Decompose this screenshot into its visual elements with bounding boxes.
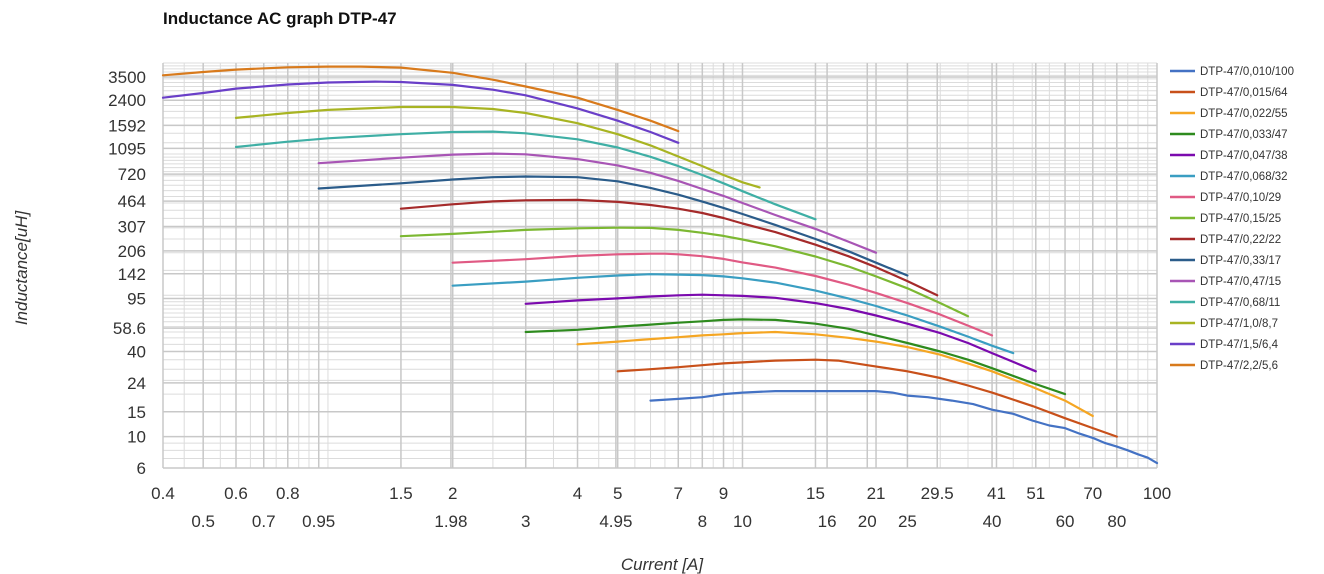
legend-entry: DTP-47/0,33/17 (1200, 255, 1281, 267)
x-tick-label: 16 (818, 512, 837, 531)
x-tick-label: 15 (806, 484, 825, 503)
y-tick-label: 307 (118, 217, 146, 236)
series-line-6 (451, 273, 1015, 355)
x-tick-label: 8 (698, 512, 707, 531)
y-tick-label: 10 (127, 428, 146, 447)
x-tick-label: 3 (521, 512, 530, 531)
series-line-4 (524, 318, 1067, 396)
y-tick-label: 58.6 (113, 319, 146, 338)
x-tick-label: 80 (1107, 512, 1126, 531)
series-line-3 (576, 330, 1094, 418)
x-tick-label: 21 (867, 484, 886, 503)
y-axis-label: Inductance[uH] (12, 210, 31, 326)
series-line-5 (524, 293, 1037, 373)
series-line-9 (399, 198, 939, 297)
y-tick-label: 2400 (108, 91, 146, 110)
x-axis-ticks: 0.4 0.6 0.8 1.5 2 4 5 7 9 15 21 29.5 41 51 70 100 0.5 0.7… (151, 484, 1171, 531)
y-tick-label: 40 (127, 343, 146, 362)
legend-entry: DTP-47/0,22/22 (1200, 234, 1281, 246)
legend-entry: DTP-47/0,68/11 (1200, 297, 1280, 309)
x-tick-label: 60 (1056, 512, 1075, 531)
legend-entry: DTP-47/0,015/64 (1200, 87, 1288, 99)
x-tick-label: 0.8 (276, 484, 300, 503)
legend: DTP-47/0,010/100 DTP-47/0,015/64 DTP-47/0,… (1170, 66, 1294, 372)
y-tick-label: 464 (118, 192, 146, 211)
y-tick-label: 206 (118, 242, 146, 261)
y-tick-label: 3500 (108, 68, 146, 87)
legend-entry: DTP-47/0,068/32 (1200, 171, 1288, 183)
y-tick-label: 95 (127, 289, 146, 308)
x-tick-label: 4 (573, 484, 582, 503)
x-tick-label: 5 (613, 484, 622, 503)
legend-entry: DTP-47/0,047/38 (1200, 150, 1288, 162)
x-axis-label: Current [A] (621, 555, 704, 574)
x-tick-label: 9 (719, 484, 728, 503)
legend-entry: DTP-47/0,15/25 (1200, 213, 1281, 225)
series-line-7 (451, 252, 994, 337)
x-tick-label: 0.95 (302, 512, 335, 531)
x-tick-label: 70 (1083, 484, 1102, 503)
x-tick-label: 2 (448, 484, 457, 503)
x-tick-label: 0.4 (151, 484, 175, 503)
x-tick-label: 51 (1026, 484, 1045, 503)
y-axis-ticks: 3500 2400 1592 1095 720 464 307 206 142 95 58.6 40 2… (108, 68, 146, 478)
y-tick-label: 720 (118, 165, 146, 184)
series-line-13 (234, 105, 761, 189)
y-tick-label: 142 (118, 265, 146, 284)
legend-entry: DTP-47/0,010/100 (1200, 66, 1294, 78)
series-line-15 (161, 65, 680, 133)
legend-entry: DTP-47/0,47/15 (1200, 276, 1281, 288)
x-tick-label: 7 (674, 484, 683, 503)
x-tick-label: 1.5 (389, 484, 413, 503)
y-tick-label: 15 (127, 403, 146, 422)
y-tick-label: 6 (137, 459, 146, 478)
x-tick-label: 0.7 (252, 512, 276, 531)
grid (162, 62, 1158, 469)
x-tick-label: 4.95 (599, 512, 632, 531)
series-line-10 (317, 175, 909, 277)
series-line-8 (399, 226, 970, 318)
y-tick-label: 1592 (108, 116, 146, 135)
x-tick-label: 0.5 (191, 512, 215, 531)
legend-entry: DTP-47/0,10/29 (1200, 192, 1281, 204)
x-tick-label: 20 (858, 512, 877, 531)
legend-entry: DTP-47/1,0/8,7 (1200, 318, 1278, 330)
legend-entry: DTP-47/0,022/55 (1200, 108, 1288, 120)
series-line-12 (234, 130, 817, 221)
x-tick-label: 0.6 (224, 484, 248, 503)
x-tick-label: 1.98 (434, 512, 467, 531)
legend-entry: DTP-47/1,5/6,4 (1200, 339, 1279, 351)
series-lines (161, 65, 1159, 465)
series-line-1 (649, 390, 1159, 465)
legend-entry: DTP-47/0,033/47 (1200, 129, 1288, 141)
x-tick-label: 100 (1143, 484, 1171, 503)
chart-title: Inductance AC graph DTP-47 (163, 9, 397, 28)
series-line-2 (616, 358, 1118, 438)
x-tick-label: 29.5 (921, 484, 954, 503)
x-tick-label: 10 (733, 512, 752, 531)
x-tick-label: 41 (987, 484, 1006, 503)
series-line-14 (161, 80, 680, 144)
series-line-11 (317, 152, 878, 254)
legend-entry: DTP-47/2,2/5,6 (1200, 360, 1278, 372)
y-tick-label: 24 (127, 374, 146, 393)
x-tick-label: 25 (898, 512, 917, 531)
y-tick-label: 1095 (108, 139, 146, 158)
x-tick-label: 40 (983, 512, 1002, 531)
